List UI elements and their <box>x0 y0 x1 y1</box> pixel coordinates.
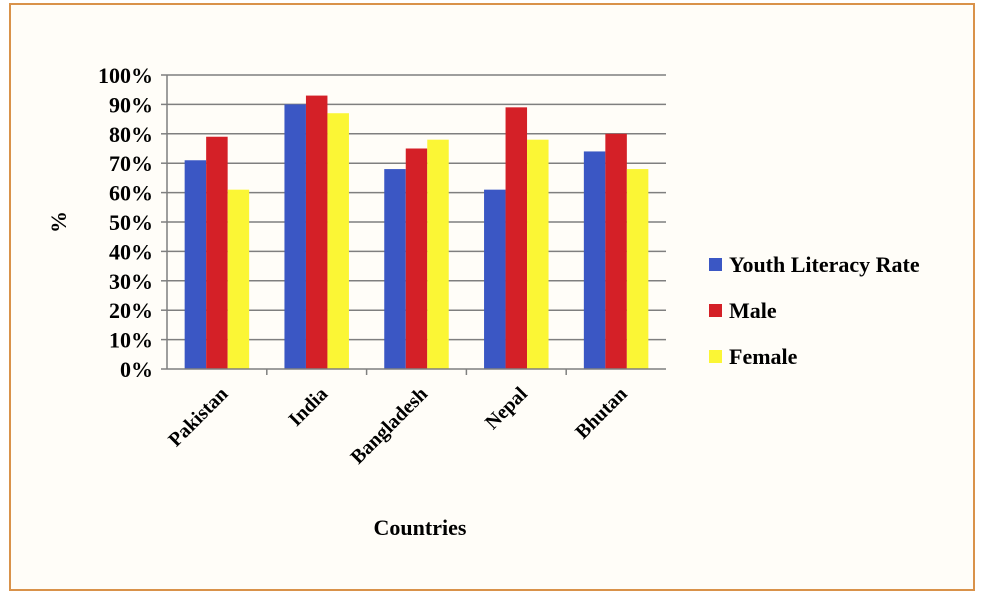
x-axis-title: Countries <box>374 515 467 540</box>
bar-youth-literacy-rate-bhutan <box>583 151 606 369</box>
y-tick-label: 80% <box>109 122 153 147</box>
bar-male-nepal <box>505 107 528 369</box>
y-tick-label: 70% <box>109 151 153 176</box>
bars <box>184 95 649 370</box>
bar-female-pakistan <box>227 189 250 369</box>
y-tick-label: 0% <box>120 357 153 382</box>
bar-male-bhutan <box>605 133 627 369</box>
y-tick-label: 30% <box>109 269 153 294</box>
bar-male-india <box>305 95 328 369</box>
x-category-labels: Pakistan India Bangladesh Nepal Bhutan <box>164 383 631 469</box>
legend-swatch <box>709 304 722 317</box>
x-category-label: Nepal <box>481 383 532 434</box>
legend-swatch <box>709 350 722 363</box>
y-tick-label: 100% <box>98 63 153 88</box>
y-tick-label: 60% <box>109 181 153 206</box>
axes <box>166 75 666 375</box>
bar-female-bhutan <box>626 169 649 369</box>
x-category-label: Bhutan <box>571 383 631 443</box>
bar-male-bangladesh <box>405 148 428 369</box>
legend: Youth Literacy Rate Male Female <box>709 252 920 369</box>
bar-youth-literacy-rate-india <box>284 104 306 370</box>
legend-swatch <box>709 258 722 271</box>
bar-female-india <box>327 113 349 369</box>
y-tick-label: 90% <box>109 92 153 117</box>
legend-label: Youth Literacy Rate <box>729 252 920 277</box>
y-tick-labels: 0% 10% 20% 30% 40% 50% 60% 70% 80% 90% 100% <box>98 63 153 382</box>
bar-male-pakistan <box>206 136 228 369</box>
y-tick-label: 50% <box>109 210 153 235</box>
x-category-label: India <box>284 383 332 431</box>
y-tick-label: 20% <box>109 298 153 323</box>
bar-female-bangladesh <box>427 139 449 369</box>
bar-female-nepal <box>527 139 549 369</box>
y-axis-title: % <box>46 211 71 233</box>
bar-youth-literacy-rate-pakistan <box>184 160 207 369</box>
x-category-label: Bangladesh <box>347 383 433 469</box>
y-tick-label: 40% <box>109 239 153 264</box>
bar-youth-literacy-rate-bangladesh <box>384 169 406 369</box>
x-category-label: Pakistan <box>164 383 232 451</box>
legend-label: Male <box>729 298 777 323</box>
y-tick-label: 10% <box>109 328 153 353</box>
legend-label: Female <box>729 344 798 369</box>
bar-youth-literacy-rate-nepal <box>484 189 506 369</box>
